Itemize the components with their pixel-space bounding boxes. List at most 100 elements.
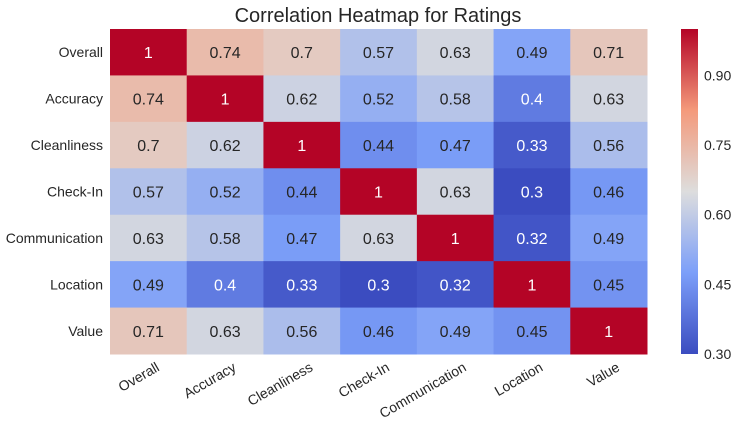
heatmap-cell <box>110 168 188 216</box>
colorbar-tick-label: 0.30 <box>704 346 731 362</box>
heatmap-cell <box>263 261 341 309</box>
colorbar-gradient <box>681 29 698 354</box>
cell-value-label: 0.49 <box>593 231 624 248</box>
heatmap-cell <box>340 29 418 76</box>
cell-value-label: 1 <box>221 92 230 109</box>
heatmap-cell <box>263 307 341 355</box>
cell-value-label: 0.44 <box>363 138 394 155</box>
x-tick-label: Location <box>492 359 546 399</box>
x-tick-label: Overall <box>115 359 161 395</box>
cell-value-label: 0.49 <box>440 324 471 341</box>
heatmap-cell <box>493 214 571 262</box>
cell-value-label: 0.7 <box>291 45 313 62</box>
cell-value-label: 0.63 <box>440 45 471 62</box>
colorbar-tick-label: 0.45 <box>704 276 731 292</box>
cell-value-label: 0.52 <box>363 92 394 109</box>
cell-value-label: 0.57 <box>363 45 394 62</box>
heatmap-cell <box>186 261 264 309</box>
cell-value-label: 0.62 <box>286 92 317 109</box>
cell-value-label: 0.46 <box>593 185 624 202</box>
heatmap-cell <box>416 75 495 123</box>
chart-title: Correlation Heatmap for Ratings <box>235 5 522 27</box>
heatmap-cells: 1 0.74 0.7 0.57 0.63 0.49 0.710.74 1 0.62 0.52 0.5… <box>110 29 648 355</box>
heatmap-cell <box>263 168 341 216</box>
heatmap-cell <box>110 75 188 123</box>
heatmap-cell <box>110 261 188 309</box>
heatmap-cell <box>493 29 571 76</box>
heatmap-cell <box>416 307 495 355</box>
heatmap-cell <box>340 168 418 216</box>
cell-value-label: 1 <box>144 45 153 62</box>
cell-value-label: 0.56 <box>286 324 317 341</box>
cell-value-label: 0.32 <box>516 231 547 248</box>
heatmap-cell <box>416 261 495 309</box>
cell-value-label: 0.49 <box>133 277 164 294</box>
y-tick-label: Accuracy <box>45 91 103 107</box>
heatmap-cell <box>340 214 418 262</box>
y-tick-label: Check-In <box>47 184 103 200</box>
colorbar: 0.30 0.45 0.60 0.75 0.90 <box>681 29 731 362</box>
cell-value-label: 0.74 <box>210 45 241 62</box>
heatmap-cell <box>263 75 341 123</box>
x-tick-label: Cleanliness <box>245 359 316 409</box>
heatmap-cell <box>570 214 648 262</box>
x-tick-label: Value <box>584 359 622 390</box>
heatmap-cell <box>110 29 188 76</box>
heatmap-cell <box>570 261 648 309</box>
cell-value-label: 1 <box>604 324 613 341</box>
cell-value-label: 0.63 <box>210 324 241 341</box>
heatmap-cell <box>493 121 571 169</box>
y-tick-label: Cleanliness <box>31 137 103 153</box>
x-tick-label: Check-In <box>335 359 392 401</box>
cell-value-label: 0.3 <box>521 185 543 202</box>
heatmap-cell <box>493 168 571 216</box>
heatmap-cell <box>570 307 648 355</box>
heatmap-cell <box>186 168 264 216</box>
colorbar-tick-label: 0.60 <box>704 207 731 223</box>
x-tick-labels: Overall Accuracy Cleanliness Check-InCommun… <box>115 359 622 422</box>
heatmap-cell <box>416 29 495 76</box>
cell-value-label: 1 <box>374 185 383 202</box>
cell-value-label: 0.32 <box>440 277 471 294</box>
x-tick-label: Communication <box>376 359 468 421</box>
cell-value-label: 0.33 <box>516 138 547 155</box>
heatmap-cell <box>570 29 648 76</box>
cell-value-label: 0.45 <box>593 277 624 294</box>
heatmap-cell <box>340 261 418 309</box>
cell-value-label: 0.46 <box>363 324 394 341</box>
cell-value-label: 0.4 <box>521 92 543 109</box>
heatmap-cell <box>340 307 418 355</box>
cell-value-label: 0.47 <box>286 231 317 248</box>
heatmap-cell <box>110 121 188 169</box>
y-tick-label: Location <box>50 276 103 292</box>
heatmap-cell <box>570 75 648 123</box>
cell-value-label: 0.56 <box>593 138 624 155</box>
cell-value-label: 0.3 <box>367 277 389 294</box>
cell-value-label: 0.58 <box>440 92 471 109</box>
cell-value-label: 1 <box>297 138 306 155</box>
cell-value-label: 0.52 <box>210 185 241 202</box>
cell-value-label: 0.63 <box>133 231 164 248</box>
heatmap-cell <box>186 121 264 169</box>
colorbar-tick-label: 0.75 <box>704 137 731 153</box>
heatmap-cell <box>416 168 495 216</box>
heatmap-cell <box>263 29 341 76</box>
cell-value-label: 0.44 <box>286 185 317 202</box>
cell-value-label: 0.58 <box>210 231 241 248</box>
heatmap-cell <box>186 214 264 262</box>
cell-value-label: 0.47 <box>440 138 471 155</box>
y-tick-label: Overall <box>59 44 103 60</box>
cell-value-label: 1 <box>451 231 460 248</box>
cell-value-label: 0.62 <box>210 138 241 155</box>
heatmap-cell <box>263 121 341 169</box>
x-tick-label: Accuracy <box>181 359 239 402</box>
heatmap-cell <box>416 121 495 169</box>
heatmap-cell <box>570 121 648 169</box>
heatmap-cell <box>263 214 341 262</box>
heatmap-cell <box>110 214 188 262</box>
cell-value-label: 0.33 <box>286 277 317 294</box>
cell-value-label: 0.63 <box>593 92 624 109</box>
cell-value-label: 0.45 <box>516 324 547 341</box>
heatmap-cell <box>340 121 418 169</box>
